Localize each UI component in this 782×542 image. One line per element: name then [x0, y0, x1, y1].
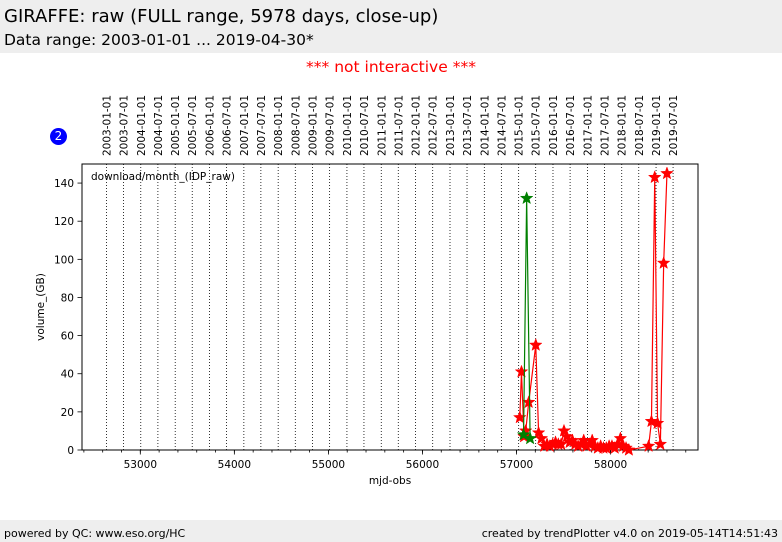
date-label: 2008-07-01: [290, 95, 302, 156]
data-point-star: [644, 414, 659, 428]
data-point-star: [519, 191, 534, 205]
data-point-star: [559, 429, 574, 443]
plot-frame: [81, 163, 699, 451]
date-label: 2012-01-01: [411, 95, 423, 156]
x-tick-label: 54000: [218, 459, 251, 471]
date-label: 2010-07-01: [359, 95, 371, 156]
not-interactive-notice: *** not interactive ***: [306, 58, 476, 76]
date-label: 2016-01-01: [548, 95, 560, 156]
date-label: 2017-01-01: [582, 95, 594, 156]
data-point-star: [647, 170, 662, 184]
data-point-star: [650, 416, 665, 430]
date-label: 2006-01-01: [205, 95, 217, 156]
x-tick-label: 57000: [500, 459, 533, 471]
footer-credit: powered by QC: www.eso.org/HC: [4, 527, 186, 540]
date-label: 2011-01-01: [376, 95, 388, 156]
y-tick-label: 60: [61, 331, 74, 343]
date-label: 2006-07-01: [222, 95, 234, 156]
y-tick-label: 0: [67, 445, 74, 457]
header-band: [0, 0, 782, 53]
date-label: 2009-07-01: [325, 95, 337, 156]
date-label: 2003-07-01: [118, 95, 130, 156]
data-point-star: [653, 437, 668, 451]
data-range-subtitle: Data range: 2003-01-01 ... 2019-04-30*: [4, 31, 314, 49]
y-tick-label: 80: [61, 292, 74, 304]
date-label: 2015-01-01: [514, 95, 526, 156]
date-label: 2010-01-01: [342, 95, 354, 156]
data-point-star: [514, 364, 529, 378]
y-tick-label: 100: [54, 254, 74, 266]
y-tick-label: 120: [54, 216, 74, 228]
footer-created-by: created by trendPlotter v4.0 on 2019-05-…: [481, 527, 778, 540]
date-label: 2014-07-01: [496, 95, 508, 156]
series-line: [519, 173, 668, 451]
date-label: 2018-01-01: [617, 95, 629, 156]
data-point-star: [660, 166, 674, 180]
data-point-star: [557, 423, 571, 437]
date-label: 2009-01-01: [308, 95, 320, 156]
date-label: 2013-01-01: [445, 95, 457, 156]
date-label: 2008-01-01: [273, 95, 285, 156]
date-label: 2015-07-01: [531, 95, 543, 156]
date-label: 2004-07-01: [153, 95, 165, 156]
y-tick-label: 20: [61, 407, 74, 419]
date-label: 2017-07-01: [599, 95, 611, 156]
x-axis-label: mjd-obs: [369, 475, 411, 487]
date-label: 2019-07-01: [668, 95, 680, 156]
data-point-star: [613, 431, 628, 445]
plot-number-badge: 2: [50, 128, 67, 145]
date-label: 2012-07-01: [428, 95, 440, 156]
page-title: GIRAFFE: raw (FULL range, 5978 days, clo…: [4, 6, 439, 27]
date-label: 2004-01-01: [136, 95, 148, 156]
footer-band: [0, 520, 782, 542]
x-tick-label: 56000: [406, 459, 439, 471]
date-label: 2007-01-01: [239, 95, 251, 156]
data-point-star: [531, 425, 546, 439]
y-tick-label: 140: [54, 178, 74, 190]
date-label: 2018-07-01: [634, 95, 646, 156]
data-point-star: [622, 442, 636, 456]
data-point-star: [585, 433, 600, 447]
date-label: 2013-07-01: [462, 95, 474, 156]
x-tick-label: 58000: [594, 459, 627, 471]
date-label: 2005-01-01: [170, 95, 182, 156]
data-point-star: [656, 255, 671, 269]
date-label: 2005-07-01: [187, 95, 199, 156]
date-label: 2003-01-01: [101, 95, 113, 156]
data-point-star: [516, 427, 531, 441]
data-point-star: [512, 410, 527, 424]
date-label: 2014-01-01: [479, 95, 491, 156]
x-tick-label: 53000: [124, 459, 157, 471]
data-point-star: [528, 337, 543, 351]
date-label: 2007-07-01: [256, 95, 268, 156]
x-tick-label: 55000: [312, 459, 345, 471]
date-label: 2019-01-01: [651, 95, 663, 156]
date-label: 2011-07-01: [393, 95, 405, 156]
data-point-star: [641, 438, 656, 453]
date-label: 2016-07-01: [565, 95, 577, 156]
y-axis-label: volume_(GB): [35, 273, 47, 341]
data-point-star: [523, 431, 537, 445]
plot-annotation: download/month_(IDP_raw): [91, 171, 235, 183]
y-tick-label: 40: [61, 369, 74, 381]
